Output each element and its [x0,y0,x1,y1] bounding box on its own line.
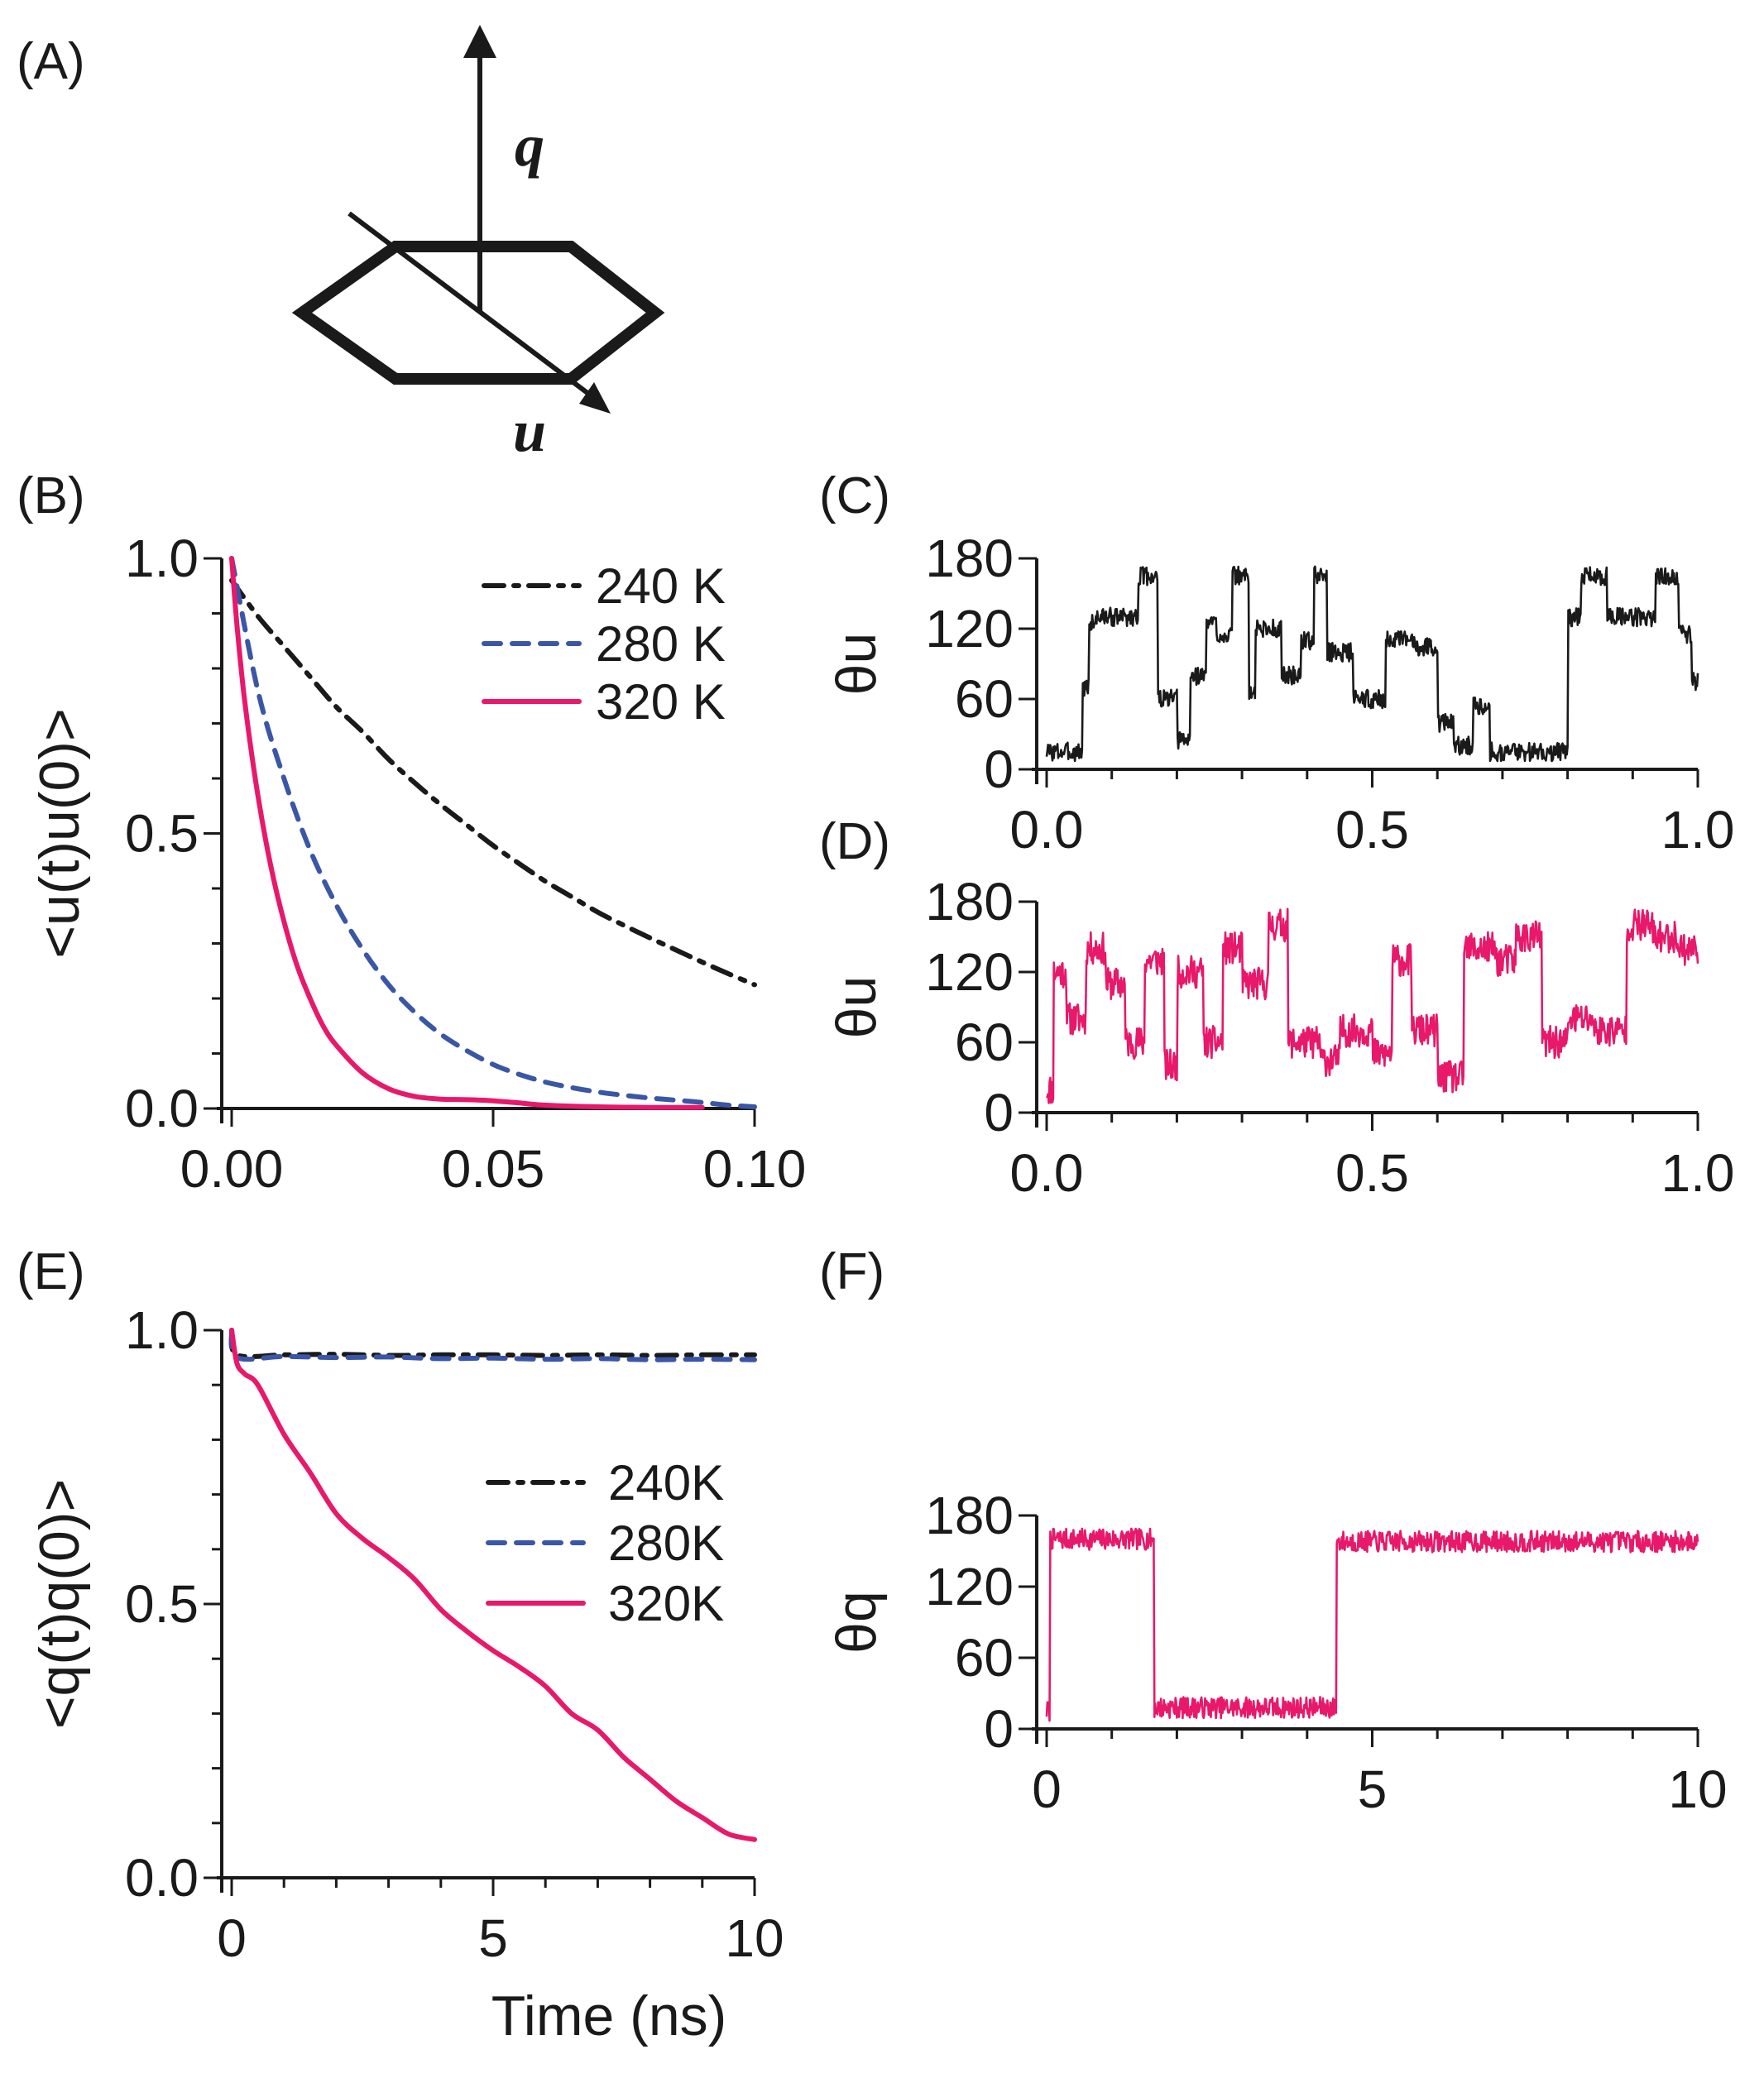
y-tick-label: 0 [984,740,1014,799]
panel-e-label: (E) [17,1243,85,1300]
x-tick-label: 5 [478,1908,508,1968]
y-tick-label: 1.0 [125,1300,199,1360]
x-tick-label: 0.10 [703,1139,807,1199]
series-c-trajectory [1045,565,1699,763]
panel-d-label: (D) [819,813,890,870]
x-tick-label: 1.0 [1661,1143,1735,1203]
y-axis-title: θu [825,633,888,696]
series-e-320k [229,1328,757,1842]
series-b-280k [229,556,757,1109]
chart-panel-e: (E) 0 5 10 0.0 0.5 1.0 <q(t)q(0)> Time (ns) 240K2… [17,1243,784,2047]
chart-panel-b: (B) 0.00 0.05 0.10 0.0 0.5 1.0 <u(t)u(0)> 240 K2… [17,467,806,1199]
y-tick-label: 60 [955,1013,1014,1072]
series-d-trajectory [1045,907,1699,1104]
y-tick-label: 0.0 [125,1079,199,1138]
series-b-240k [229,577,757,988]
legend-label: 240 K [596,558,726,614]
legend-label: 320 K [596,674,726,730]
y-tick-label: 0.5 [125,804,199,864]
x-tick-label: 0.0 [1010,800,1084,859]
y-tick-label: 180 [925,872,1014,931]
x-tick-label: 10 [725,1908,784,1968]
y-tick-label: 120 [925,599,1014,658]
chart-panel-f: (F) 0 5 10 0 60 120 180 θq [819,1243,1728,1819]
panel-c-label: (C) [819,467,890,524]
y-tick-label: 120 [925,942,1014,1002]
x-tick-label: 0.00 [180,1139,284,1199]
y-tick-label: 1.0 [125,529,199,588]
x-axis-title: Time (ns) [491,1985,727,2047]
x-tick-label: 10 [1668,1760,1727,1819]
y-axis-title: <q(t)q(0)> [28,1479,91,1729]
y-tick-label: 180 [925,529,1014,588]
y-tick-label: 0 [984,1699,1014,1759]
legend-label: 280K [608,1515,724,1571]
series-f-trajectory [1045,1527,1699,1722]
y-tick-label: 120 [925,1557,1014,1616]
series-e-240k [228,1328,757,1360]
y-axis-title: θq [825,1591,888,1654]
x-tick-label: 0.5 [1335,800,1409,859]
y-tick-label: 0.5 [125,1574,199,1634]
q-arrowhead-icon [463,25,496,58]
y-tick-label: 60 [955,1628,1014,1688]
u-label: u [513,398,546,464]
x-tick-label: 1.0 [1661,800,1735,859]
y-tick-label: 0.0 [125,1848,199,1908]
series-b-320k [229,556,705,1110]
legend-label: 280 K [596,616,726,672]
y-axis-title: θu [825,976,888,1039]
x-tick-label: 0.5 [1335,1143,1409,1203]
x-tick-label: 5 [1358,1760,1388,1819]
panel-f-label: (F) [819,1243,884,1300]
x-tick-label: 0.0 [1010,1143,1084,1203]
legend-label: 240K [608,1455,724,1511]
panel-a-label: (A) [17,33,85,90]
u-arrowhead-icon [579,382,611,414]
y-tick-label: 60 [955,669,1014,729]
x-tick-label: 0 [1032,1760,1062,1819]
y-axis-title: <u(t)u(0)> [28,708,91,958]
x-tick-label: 0 [217,1908,247,1968]
series-e-280k [228,1328,757,1362]
q-label: q [515,113,544,179]
legend-label: 320K [608,1576,724,1631]
u-vector [348,211,589,395]
panel-a: (A) q u [17,25,665,464]
panel-b-label: (B) [17,467,85,524]
y-tick-label: 180 [925,1486,1014,1545]
y-tick-label: 0 [984,1083,1014,1142]
chart-panel-d: (D) 0.0 0.5 1.0 0 60 120 180 θu [819,813,1734,1203]
chart-panel-c: (C) 0.0 0.5 1.0 0 60 120 180 θu [819,467,1734,859]
x-tick-label: 0.05 [442,1139,545,1199]
